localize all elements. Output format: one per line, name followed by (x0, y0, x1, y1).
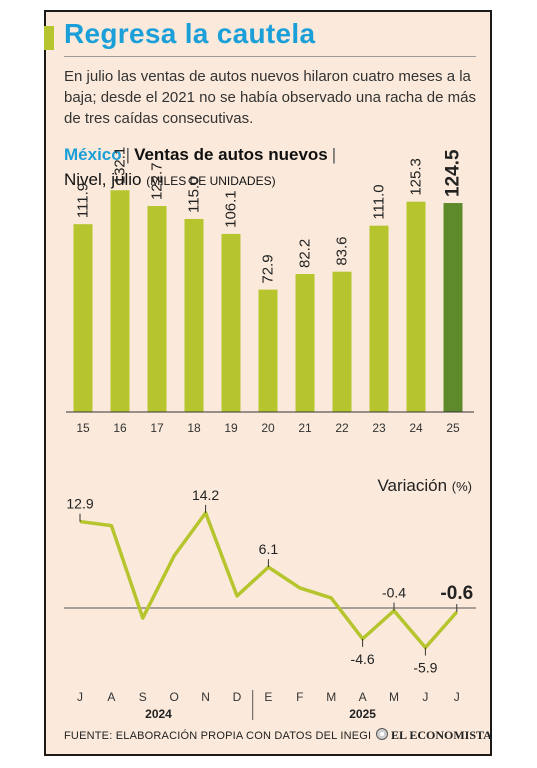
bar-value-label: 132.1 (112, 147, 129, 185)
year-label: 2024 (145, 707, 172, 721)
bar-20 (258, 289, 278, 412)
point-value-label: 6.1 (259, 541, 279, 557)
point-value-label: 14.2 (192, 487, 219, 503)
source-note: FUENTE: ELABORACIÓN PROPIA CON DATOS DEL… (64, 730, 372, 742)
point-value-label: -0.4 (382, 585, 406, 601)
title-divider (64, 56, 476, 57)
topic-label: Ventas de autos nuevos (134, 145, 328, 164)
line-chart-unit: (%) (452, 479, 472, 494)
month-tick-label: A (359, 690, 367, 704)
year-label: 2025 (349, 707, 376, 721)
header-separator-end: | (331, 145, 337, 164)
chart-header: México | Ventas de autos nuevos | (64, 145, 340, 165)
variation-line (79, 511, 459, 650)
x-tick-label: 23 (372, 421, 386, 435)
x-tick-label: 25 (446, 421, 460, 435)
bar-value-label: 111.0 (371, 184, 388, 219)
page-title: Regresa la cautela (64, 18, 316, 49)
line-chart: 12.9 14.2 6.1 -4.6 -0.4 -5.9 -0.6 J A S O N D E F M A M J J… (64, 476, 476, 721)
x-tick-label: 19 (224, 421, 238, 435)
x-tick-label: 15 (76, 421, 90, 435)
month-tick-label: O (170, 690, 179, 704)
x-tick-label: 17 (150, 421, 164, 435)
x-tick-label: 20 (261, 421, 275, 435)
bar-15 (73, 224, 93, 412)
publisher-logo: EL ECONOMISTA (376, 728, 492, 743)
month-tick-label: M (389, 690, 399, 704)
month-tick-label: A (107, 690, 115, 704)
month-tick-label: J (422, 690, 428, 704)
month-tick-label: J (77, 690, 83, 704)
bar-value-label: 125.3 (408, 158, 425, 196)
line-chart-title: Variación (%) (377, 476, 472, 495)
title-accent-bar (44, 26, 54, 50)
point-value-label: -0.6 (440, 583, 473, 604)
units-label: (MILES DE UNIDADES) (146, 174, 276, 188)
bar-value-label: 72.9 (260, 254, 277, 283)
bar-21 (295, 274, 315, 412)
bar-22 (332, 271, 352, 412)
point-value-label: 12.9 (66, 496, 93, 512)
point-value-label: -4.6 (351, 651, 375, 667)
month-tick-label: E (264, 690, 272, 704)
bar-23 (369, 225, 389, 412)
bar-25 (443, 203, 463, 412)
x-tick-label: 18 (187, 421, 201, 435)
month-tick-label: S (139, 690, 147, 704)
x-tick-label: 24 (409, 421, 423, 435)
subtitle: En julio las ventas de autos nuevos hila… (64, 68, 476, 127)
month-tick-label: D (233, 690, 242, 704)
country-label: México (64, 145, 122, 164)
month-tick-label: F (296, 690, 303, 704)
x-tick-label: 21 (298, 421, 312, 435)
bar-value-label: 124.5 (443, 149, 464, 197)
bar-value-label: 111.9 (75, 183, 92, 218)
point-value-label: -5.9 (413, 660, 437, 676)
month-tick-label: J (454, 690, 460, 704)
line-chart-title-text: Variación (377, 476, 451, 495)
bar-24 (406, 201, 426, 412)
bar-value-label: 115.0 (186, 177, 203, 213)
x-tick-label: 22 (335, 421, 349, 435)
bar-18 (184, 218, 204, 412)
month-tick-label: M (326, 690, 336, 704)
logo-text: EL ECONOMISTA (391, 728, 492, 742)
level-header: Nivel, julio (MILES DE UNIDADES) (64, 170, 276, 190)
level-label: Nivel, julio (64, 170, 142, 189)
bar-value-label: 106.1 (223, 190, 240, 228)
month-tick-label: N (201, 690, 210, 704)
bar-19 (221, 233, 241, 412)
bar-value-label: 122.7 (149, 162, 166, 200)
logo-icon (376, 728, 388, 740)
bar-value-label: 82.2 (297, 239, 314, 268)
bar-17 (147, 206, 167, 412)
bar-16 (110, 190, 130, 412)
header-separator: | (125, 145, 131, 164)
x-tick-label: 16 (113, 421, 127, 435)
bar-value-label: 83.6 (334, 236, 351, 265)
bar-chart: 111.9 15 132.1 16 122.7 17 115.0 18 106.1 19 72.9 2… (66, 147, 474, 435)
